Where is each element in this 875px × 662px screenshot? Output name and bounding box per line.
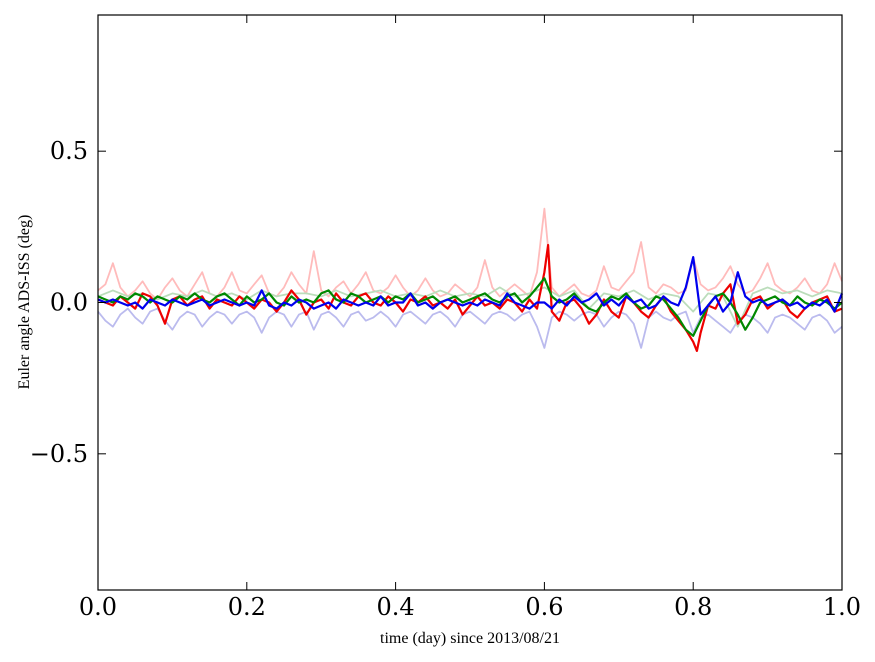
series-line-2 (97, 307, 843, 349)
x-tick-label: 0.4 (377, 593, 415, 621)
x-axis-label: time (day) since 2013/08/21 (380, 630, 560, 647)
series-line-6 (97, 256, 844, 316)
x-tick-label: 0.6 (525, 593, 563, 621)
x-tick-label: 0.8 (674, 593, 712, 621)
x-tick-label: 0.0 (79, 593, 117, 621)
y-tick-label: −0.5 (30, 440, 88, 468)
x-tick-label: 0.2 (228, 593, 266, 621)
x-tick-label: 1.0 (823, 593, 861, 621)
series-line-5 (97, 277, 843, 337)
y-tick-label: 0.0 (50, 289, 88, 317)
y-tick-label: 0.5 (50, 137, 88, 165)
series-line-1 (97, 207, 843, 301)
tick-layer: 0.0 0.2 0.4 0.6 0.8 1.0 −0.5 0.0 0.5 (30, 15, 861, 621)
series-layer (97, 207, 844, 352)
y-axis-label: Euler angle ADS-ISS (deg) (16, 215, 33, 390)
